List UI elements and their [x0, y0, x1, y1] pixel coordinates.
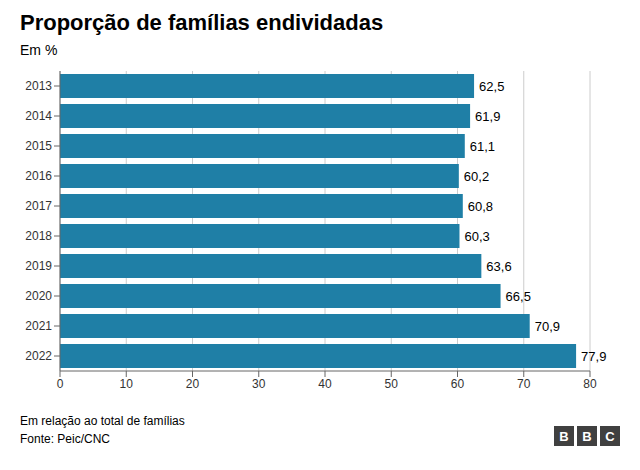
- svg-text:2019: 2019: [25, 259, 52, 273]
- html-text:Em relação ao total de família: Em relação ao total de famílias: [20, 414, 185, 428]
- html-text:Proporção de famílias endivida: Proporção de famílias endividadas: [20, 10, 384, 35]
- svg-text:60,8: 60,8: [468, 199, 493, 214]
- html-text:B: B: [582, 428, 592, 444]
- svg-text:70,9: 70,9: [535, 319, 560, 334]
- html-text:Fonte: Peic/CNC: Fonte: Peic/CNC: [20, 432, 110, 446]
- svg-text:20: 20: [186, 377, 200, 391]
- svg-text:2016: 2016: [25, 169, 52, 183]
- svg-text:61,1: 61,1: [470, 139, 495, 154]
- svg-text:2022: 2022: [25, 349, 52, 363]
- svg-text:66,5: 66,5: [506, 289, 531, 304]
- svg-text:2017: 2017: [25, 199, 52, 213]
- svg-text:50: 50: [385, 377, 399, 391]
- svg-text:2018: 2018: [25, 229, 52, 243]
- svg-text:2014: 2014: [25, 109, 52, 123]
- svg-text:60,2: 60,2: [464, 169, 489, 184]
- html-text:C: C: [605, 428, 615, 444]
- svg-text:60,3: 60,3: [464, 229, 489, 244]
- svg-text:80: 80: [583, 377, 597, 391]
- svg-text:77,9: 77,9: [581, 349, 606, 364]
- svg-text:40: 40: [318, 377, 332, 391]
- svg-text:62,5: 62,5: [479, 79, 504, 94]
- svg-text:30: 30: [252, 377, 266, 391]
- svg-text:60: 60: [451, 377, 465, 391]
- svg-text:2015: 2015: [25, 139, 52, 153]
- svg-text:70: 70: [517, 377, 531, 391]
- svg-text:63,6: 63,6: [486, 259, 511, 274]
- svg-text:10: 10: [120, 377, 134, 391]
- svg-text:61,9: 61,9: [475, 109, 500, 124]
- svg-text:2020: 2020: [25, 289, 52, 303]
- svg-text:2021: 2021: [25, 319, 52, 333]
- html-text:B: B: [559, 428, 569, 444]
- svg-text:2013: 2013: [25, 79, 52, 93]
- html-text:Em %: Em %: [20, 42, 58, 58]
- svg-text:0: 0: [57, 377, 64, 391]
